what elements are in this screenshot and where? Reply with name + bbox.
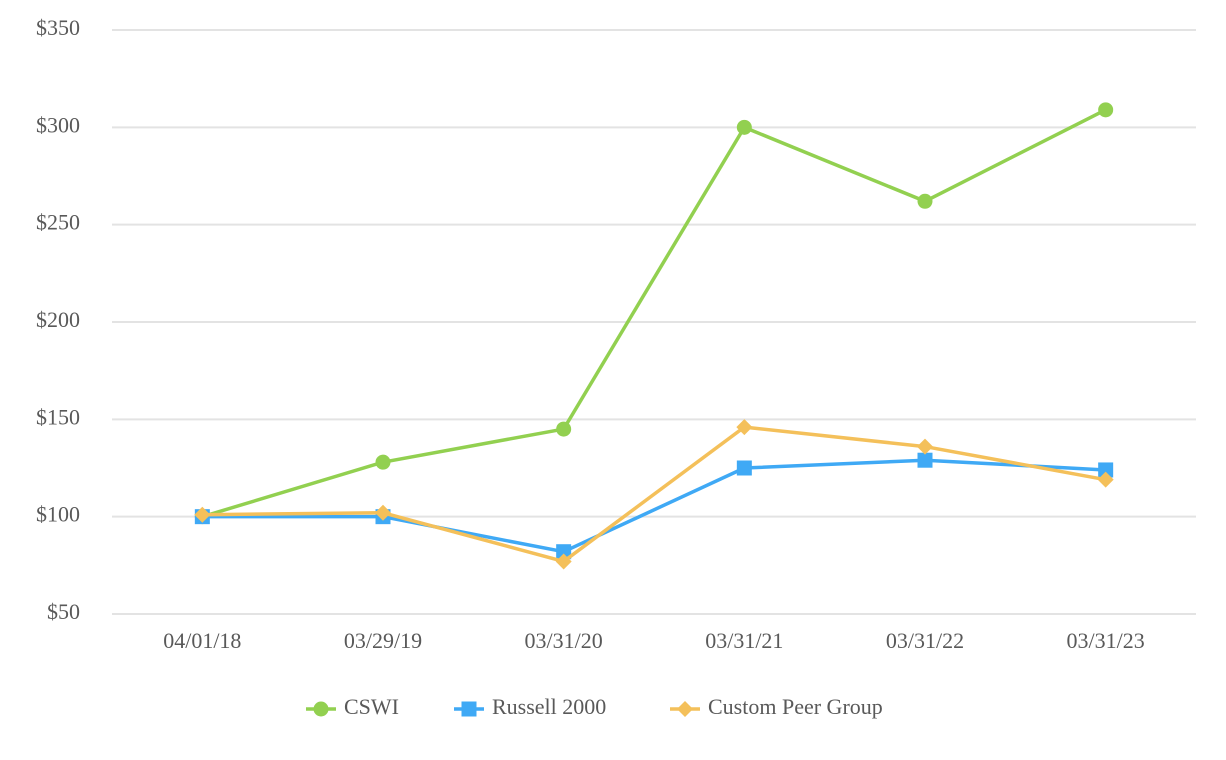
legend-label: CSWI [344, 694, 399, 719]
data-point [917, 193, 933, 209]
data-point [556, 421, 572, 437]
data-point [556, 544, 572, 560]
data-point [1097, 471, 1114, 488]
y-tick-label: $150 [36, 404, 80, 429]
data-point [736, 419, 753, 436]
data-point [555, 553, 572, 570]
y-tick-label: $350 [36, 15, 80, 40]
y-tick-label: $300 [36, 112, 80, 137]
x-tick-label: 03/29/19 [344, 628, 422, 653]
data-point [917, 452, 933, 468]
data-point [736, 119, 752, 135]
legend-marker [461, 701, 477, 717]
y-tick-label: $100 [36, 502, 80, 527]
data-point [1098, 462, 1114, 478]
legend-label: Custom Peer Group [708, 694, 883, 719]
series-line [201, 108, 1107, 519]
x-tick-label: 03/31/21 [705, 628, 783, 653]
series-line [202, 458, 1106, 554]
x-tick-label: 04/01/18 [163, 628, 241, 653]
y-tick-label: $250 [36, 210, 80, 235]
y-tick-label: $200 [36, 307, 80, 332]
legend-label: Russell 2000 [492, 694, 606, 719]
data-point [375, 454, 391, 470]
data-point [194, 506, 211, 523]
x-tick-label: 03/31/22 [886, 628, 964, 653]
data-point [917, 438, 933, 455]
y-tick-label: $50 [47, 599, 80, 624]
data-point [736, 460, 752, 476]
series-line [202, 425, 1106, 564]
data-point [375, 504, 391, 521]
x-tick-label: 03/31/20 [525, 628, 603, 653]
legend-marker [313, 701, 329, 717]
x-tick-label: 03/31/23 [1067, 628, 1145, 653]
legend-marker [677, 701, 693, 717]
data-point [1098, 102, 1114, 118]
